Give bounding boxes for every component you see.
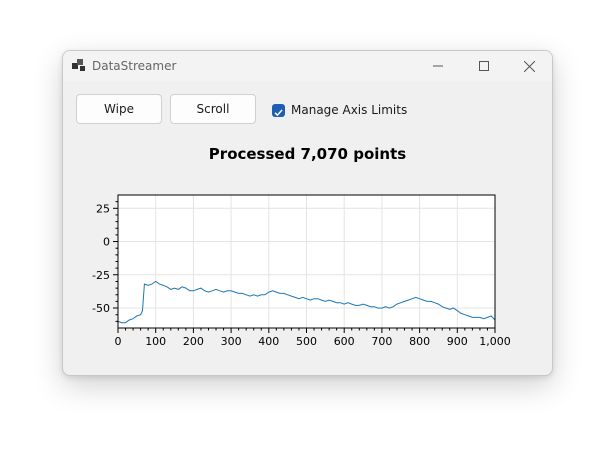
y-tick-label: 25 (96, 202, 110, 215)
wipe-button[interactable]: Wipe (76, 94, 162, 124)
x-tick-label: 300 (221, 335, 242, 348)
window-title: DataStreamer (92, 59, 177, 73)
x-tick-label: 900 (447, 335, 468, 348)
checkmark-icon (274, 109, 283, 117)
manage-axis-label[interactable]: Manage Axis Limits (291, 103, 408, 117)
x-tick-label: 200 (183, 335, 204, 348)
app-icon (72, 59, 85, 71)
maximize-button[interactable] (461, 51, 507, 81)
x-tick-label: 500 (296, 335, 317, 348)
minimize-button[interactable] (415, 51, 461, 81)
x-tick-label: 1,000 (479, 335, 511, 348)
app-window: DataStreamer Wipe Scroll Manage Axis Lim… (62, 50, 553, 376)
scroll-button[interactable]: Scroll (170, 94, 256, 124)
data-plot[interactable]: 0 100 200 300 400 500 600 700 800 900 1,000 25 0 -25 -… (63, 51, 552, 375)
x-tick-label: 700 (371, 335, 392, 348)
y-tick-label: -25 (92, 269, 110, 282)
manage-axis-checkbox[interactable] (272, 104, 285, 117)
chart-title: Processed 7,070 points (208, 145, 407, 163)
x-tick-label: 100 (145, 335, 166, 348)
x-tick-label: 400 (258, 335, 279, 348)
series-line-0 (117, 280, 496, 324)
close-button[interactable] (506, 51, 552, 81)
x-tick-label: 0 (115, 335, 122, 348)
title-bar[interactable]: DataStreamer (63, 51, 552, 81)
y-tick-label: -50 (92, 302, 110, 315)
close-icon (523, 60, 535, 72)
x-tick-label: 600 (334, 335, 355, 348)
y-tick-label: 0 (103, 236, 110, 249)
x-tick-label: 800 (409, 335, 430, 348)
minimize-icon (433, 65, 443, 67)
maximize-icon (479, 61, 489, 71)
